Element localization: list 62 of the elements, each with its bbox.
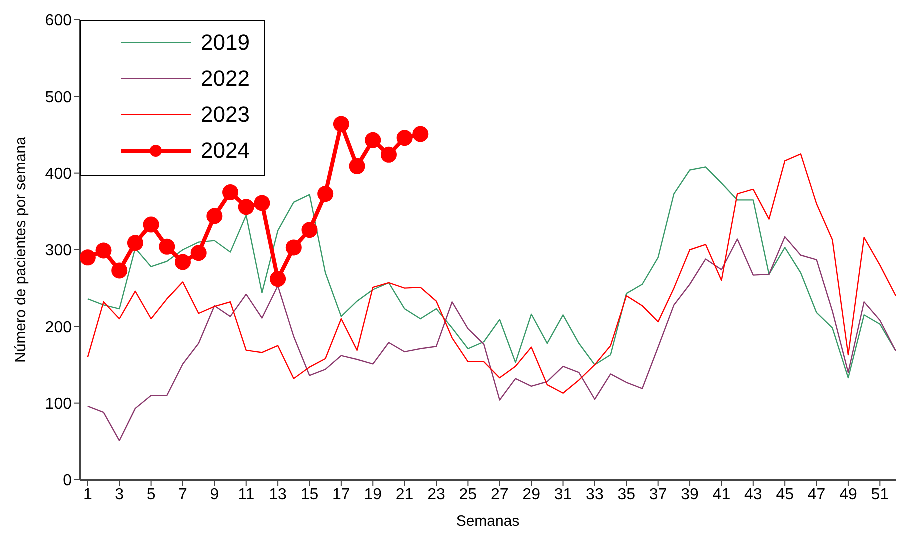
legend-label: 2023 <box>201 102 250 128</box>
x-tick-label: 27 <box>490 486 509 504</box>
y-axis-title: Número de pacientes por semana <box>12 136 30 363</box>
point <box>365 132 382 148</box>
point <box>238 199 254 216</box>
point <box>286 240 302 256</box>
x-axis-title: Semanas <box>456 513 520 530</box>
y-tick-label: 200 <box>45 319 72 336</box>
x-tick-label: 29 <box>522 486 541 504</box>
x-tick-label: 19 <box>364 486 382 504</box>
x-tick-label: 23 <box>428 486 446 504</box>
x-tick-label: 15 <box>300 486 319 504</box>
x-tick-label: 35 <box>618 486 636 504</box>
line-series <box>87 236 896 442</box>
point <box>254 195 270 212</box>
x-tick-label: 49 <box>840 486 858 504</box>
point <box>318 186 334 202</box>
point <box>143 216 160 233</box>
legend-label: 2024 <box>201 138 250 164</box>
x-tick-label: 21 <box>396 486 414 504</box>
x-tick-label: 39 <box>681 486 700 504</box>
point <box>396 130 413 146</box>
x-tick-label: 47 <box>808 486 826 504</box>
point <box>270 271 286 288</box>
x-tick-label: 33 <box>586 486 604 504</box>
point <box>349 158 366 174</box>
y-tick-label: 600 <box>45 12 72 30</box>
point <box>222 184 239 200</box>
x-tick-label: 31 <box>554 486 572 504</box>
x-tick-label: 41 <box>712 486 731 504</box>
y-tick-label: 300 <box>45 242 72 260</box>
point <box>380 146 397 163</box>
x-tick-label: 7 <box>178 486 188 504</box>
x-tick-label: 45 <box>776 486 794 504</box>
y-tick-label: 500 <box>45 89 72 106</box>
legend-label: 2022 <box>201 66 250 92</box>
point <box>333 116 350 132</box>
x-tick-label: 37 <box>649 486 668 504</box>
x-tick-label: 17 <box>332 486 350 504</box>
legend-label: 2019 <box>201 30 250 56</box>
y-tick-label: 0 <box>63 472 72 490</box>
point <box>412 126 429 142</box>
x-tick-label: 5 <box>146 486 156 504</box>
x-tick-label: 51 <box>871 486 890 504</box>
point <box>80 250 96 266</box>
point <box>302 222 318 238</box>
x-tick-label: 43 <box>744 486 762 504</box>
y-tick-label: 400 <box>45 166 72 184</box>
point <box>174 254 191 270</box>
x-tick-label: 25 <box>459 486 478 504</box>
y-tick-label: 100 <box>45 396 72 414</box>
x-tick-label: 11 <box>238 486 255 504</box>
point <box>190 245 207 262</box>
point <box>96 242 112 259</box>
x-tick-label: 3 <box>115 486 124 504</box>
x-tick-label: 13 <box>269 486 288 504</box>
point <box>127 235 144 252</box>
x-tick-label: 1 <box>83 486 92 504</box>
point <box>206 208 223 224</box>
point <box>159 238 176 255</box>
x-tick-label: 9 <box>210 486 220 504</box>
point <box>112 262 128 279</box>
